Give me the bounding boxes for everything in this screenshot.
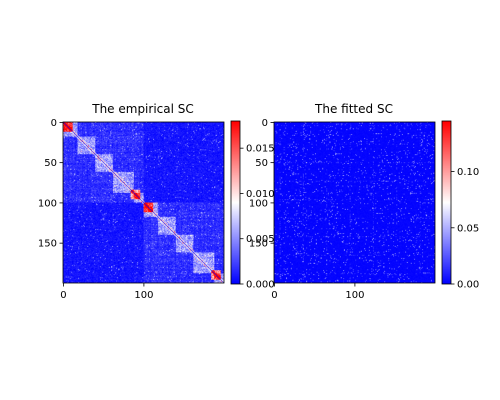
- colorbar-tick-label: 0.05: [457, 223, 479, 234]
- title-fitted: The fitted SC: [314, 102, 393, 116]
- colorbar-tick-label: 0.005: [246, 234, 275, 245]
- colorbar-tick-label: 0.000: [246, 280, 275, 291]
- x-tick-label: 100: [345, 290, 364, 301]
- colorbar-frame-empirical: [230, 120, 241, 285]
- y-tick-label: 100: [249, 198, 268, 209]
- axes-empirical: 0 100 0 50 100 150: [38, 118, 154, 301]
- y-tick-label: 100: [38, 198, 57, 209]
- y-tick-label: 50: [255, 158, 268, 169]
- plot-frame-empirical: [62, 121, 225, 284]
- colorbar-tick-label: 0.010: [246, 189, 275, 200]
- y-tick-label: 50: [44, 158, 57, 169]
- colorbar-tick-label: 0.015: [246, 144, 275, 155]
- axes-fitted: 0 100 0 50 100 150: [249, 118, 365, 301]
- y-tick-label: 0: [262, 118, 268, 129]
- x-tick-label: 100: [134, 290, 153, 301]
- y-tick-label: 150: [38, 239, 57, 250]
- plot-frame-fitted: [273, 121, 436, 284]
- colorbar-empirical: [231, 121, 240, 284]
- y-tick-label: 150: [249, 239, 268, 250]
- colorbar-fitted: [442, 121, 451, 284]
- title-empirical: The empirical SC: [91, 102, 194, 116]
- colorbar-tick-label: 0.00: [457, 280, 479, 291]
- colorbar-tick-label: 0.10: [457, 167, 479, 178]
- y-tick-label: 0: [51, 118, 57, 129]
- heatmap-fitted: [274, 122, 435, 283]
- panel-fitted: The fitted SC 0 100 0 50 100 150 0.00 0.05 0.10: [249, 102, 479, 301]
- x-tick-label: 0: [60, 290, 66, 301]
- colorbar-axis-empirical: 0.000 0.005 0.010 0.015: [240, 144, 275, 291]
- colorbar-axis-fitted: 0.00 0.05 0.10: [451, 167, 479, 291]
- heatmap-empirical: [63, 122, 224, 283]
- colorbar-frame-fitted: [441, 120, 452, 285]
- x-tick-label: 0: [271, 290, 277, 301]
